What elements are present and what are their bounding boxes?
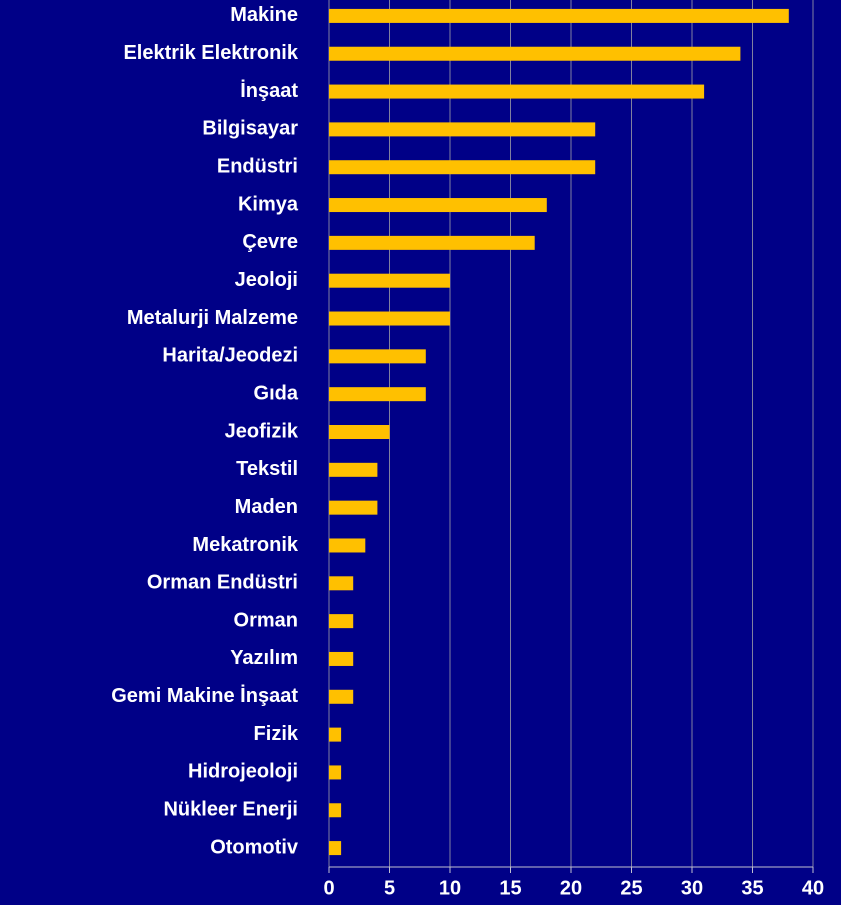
bar xyxy=(329,160,596,175)
bar xyxy=(329,235,535,250)
bar xyxy=(329,576,354,591)
x-tick-label: 15 xyxy=(499,877,521,899)
y-tick-label: Kimya xyxy=(238,193,299,215)
y-tick-label: Gemi Makine İnşaat xyxy=(111,684,298,707)
bar xyxy=(329,349,426,364)
y-tick-label: Metalurji Malzeme xyxy=(127,307,298,329)
bar xyxy=(329,689,354,704)
bar xyxy=(329,387,426,402)
bar xyxy=(329,84,705,99)
bar xyxy=(329,8,789,23)
y-tick-label: Tekstil xyxy=(236,458,298,480)
bar xyxy=(329,841,342,856)
y-tick-label: Endüstri xyxy=(217,155,298,177)
bar xyxy=(329,425,390,439)
x-tick-label: 0 xyxy=(323,877,334,899)
x-tick-label: 35 xyxy=(741,877,763,899)
y-tick-label: Fizik xyxy=(254,723,299,745)
y-tick-label: Çevre xyxy=(242,231,298,253)
bar xyxy=(329,651,354,666)
y-tick-label: Gıda xyxy=(254,382,299,404)
bar xyxy=(329,727,342,742)
bar xyxy=(329,462,378,477)
x-tick-label: 10 xyxy=(439,877,461,899)
x-tick-label: 5 xyxy=(384,877,395,899)
bar xyxy=(329,273,450,288)
bar xyxy=(329,500,378,515)
x-tick-label: 30 xyxy=(681,877,703,899)
y-tick-label: Harita/Jeodezi xyxy=(162,345,298,367)
y-tick-label: Hidrojeoloji xyxy=(188,761,298,783)
y-tick-label: Orman Endüstri xyxy=(147,572,298,594)
y-tick-label: Maden xyxy=(235,496,298,518)
bar xyxy=(329,765,342,780)
y-tick-label: Orman xyxy=(234,609,298,631)
y-tick-label: Elektrik Elektronik xyxy=(123,42,298,64)
bar xyxy=(329,614,354,629)
bar xyxy=(329,803,342,818)
y-tick-label: Makine xyxy=(230,4,298,26)
y-tick-label: Yazılım xyxy=(230,647,298,669)
bar xyxy=(329,538,366,553)
bar xyxy=(329,46,741,61)
x-tick-label: 25 xyxy=(620,877,642,899)
y-tick-label: Mekatronik xyxy=(192,534,298,556)
x-tick-label: 20 xyxy=(560,877,582,899)
x-tick-label: 40 xyxy=(802,877,824,899)
y-tick-label: Otomotiv xyxy=(210,836,299,858)
y-tick-label: Bilgisayar xyxy=(202,118,298,140)
y-tick-label: Jeoloji xyxy=(235,269,298,291)
bar xyxy=(329,311,450,326)
bar xyxy=(329,122,596,137)
y-tick-label: Jeofizik xyxy=(225,420,299,442)
bar xyxy=(329,198,547,213)
y-tick-label: İnşaat xyxy=(240,79,298,102)
y-tick-label: Nükleer Enerji xyxy=(163,799,298,821)
